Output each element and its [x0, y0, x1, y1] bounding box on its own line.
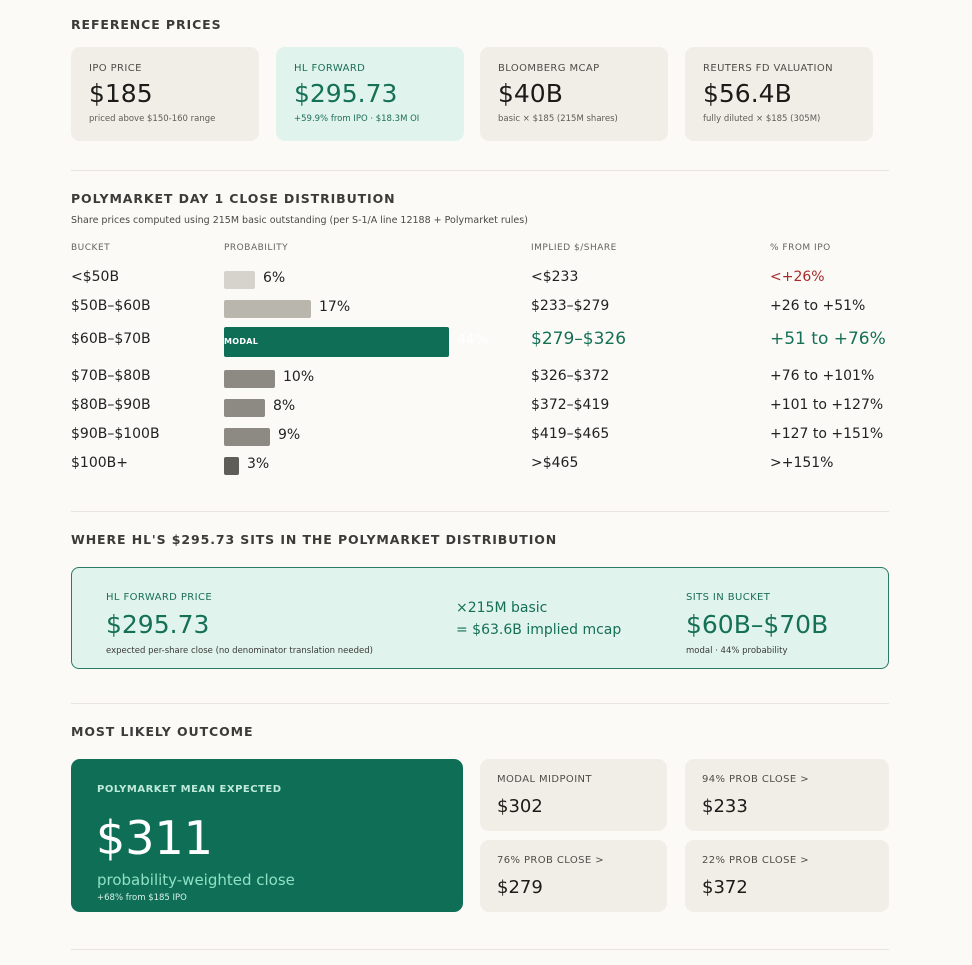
distribution-row: $80B–$90B 8% $372–$419 +101 to +127% [71, 397, 889, 419]
implied-price: <$233 [531, 269, 579, 285]
card-label: HL FORWARD [294, 63, 366, 74]
probability-label: 44% [457, 332, 489, 348]
card-value: $302 [497, 796, 543, 817]
mean-expected-sub: +68% from $185 IPO [97, 893, 187, 903]
divider [71, 703, 889, 704]
hl-forward-price-sub: expected per-share close (no denominator… [106, 646, 373, 656]
column-header-from-ipo: % FROM IPO [770, 243, 831, 253]
distribution-subtitle: Share prices computed using 215M basic o… [71, 215, 528, 226]
card-sub: basic × $185 (215M shares) [498, 114, 618, 124]
prob-22-card: 22% PROB CLOSE > $372 [685, 840, 889, 912]
column-header-implied: IMPLIED $/SHARE [531, 243, 617, 253]
implied-mcap: = $63.6B implied mcap [456, 622, 622, 638]
mean-expected-card: POLYMARKET MEAN EXPECTED $311 probabilit… [71, 759, 463, 912]
hl-forward-price-value: $295.73 [106, 610, 210, 639]
probability-label: 6% [263, 270, 286, 286]
bucket-label: $70B–$80B [71, 368, 151, 384]
bucket-label: $50B–$60B [71, 298, 151, 314]
column-header-bucket: BUCKET [71, 243, 111, 253]
bucket-label: $80B–$90B [71, 397, 151, 413]
distribution-row: $90B–$100B 9% $419–$465 +127 to +151% [71, 426, 889, 448]
from-ipo: >+151% [770, 455, 834, 471]
modal-tag: MODAL [224, 337, 259, 346]
reuters-fd-card: REUTERS FD VALUATION $56.4B fully dilute… [685, 47, 873, 141]
divider [71, 511, 889, 512]
card-label: IPO PRICE [89, 63, 142, 74]
ipo-price-card: IPO PRICE $185 priced above $150-160 ran… [71, 47, 259, 141]
reference-prices-title: REFERENCE PRICES [71, 17, 222, 32]
from-ipo: +26 to +51% [770, 298, 866, 314]
probability-label: 3% [247, 456, 270, 472]
bucket-label: $100B+ [71, 455, 128, 471]
hl-forward-price-label: HL FORWARD PRICE [106, 592, 213, 603]
from-ipo: +101 to +127% [770, 397, 884, 413]
implied-price: $419–$465 [531, 426, 610, 442]
card-value: $279 [497, 877, 543, 898]
from-ipo: +127 to +151% [770, 426, 884, 442]
implied-price: $326–$372 [531, 368, 610, 384]
card-value: $185 [89, 79, 153, 108]
from-ipo: +76 to +101% [770, 368, 875, 384]
from-ipo: +51 to +76% [770, 329, 886, 349]
probability-label: 17% [319, 299, 351, 315]
prob-76-card: 76% PROB CLOSE > $279 [480, 840, 667, 912]
card-sub: fully diluted × $185 (305M) [703, 114, 821, 124]
distribution-row: <$50B 6% <$233 <+26% [71, 269, 889, 291]
card-value: $372 [702, 877, 748, 898]
probability-bar [224, 428, 270, 446]
probability-label: 8% [273, 398, 296, 414]
probability-label: 10% [283, 369, 315, 385]
card-label: 22% PROB CLOSE > [702, 855, 809, 866]
probability-bar [224, 271, 255, 289]
implied-price: $233–$279 [531, 298, 610, 314]
card-label: MODAL MIDPOINT [497, 774, 592, 785]
bucket-label: $60B–$70B [71, 331, 151, 347]
hl-forward-card: HL FORWARD $295.73 +59.9% from IPO · $18… [276, 47, 464, 141]
distribution-row: $100B+ 3% >$465 >+151% [71, 455, 889, 477]
prob-94-card: 94% PROB CLOSE > $233 [685, 759, 889, 831]
bucket-label: $90B–$100B [71, 426, 160, 442]
implied-price: $279–$326 [531, 329, 627, 349]
probability-label: 9% [278, 427, 301, 443]
card-label: REUTERS FD VALUATION [703, 63, 834, 74]
card-value: $56.4B [703, 79, 792, 108]
mean-expected-value: $311 [96, 811, 214, 865]
card-sub: +59.9% from IPO · $18.3M OI [294, 114, 420, 124]
card-value: $40B [498, 79, 563, 108]
bloomberg-mcap-card: BLOOMBERG MCAP $40B basic × $185 (215M s… [480, 47, 668, 141]
probability-bar [224, 370, 275, 388]
sits-in-bucket-label: SITS IN BUCKET [686, 592, 771, 603]
card-label: 94% PROB CLOSE > [702, 774, 809, 785]
mean-expected-label: POLYMARKET MEAN EXPECTED [97, 784, 282, 795]
card-label: BLOOMBERG MCAP [498, 63, 600, 74]
divider [71, 949, 889, 950]
column-header-probability: PROBABILITY [224, 243, 289, 253]
card-value: $233 [702, 796, 748, 817]
card-label: 76% PROB CLOSE > [497, 855, 604, 866]
implied-price: >$465 [531, 455, 579, 471]
from-ipo: <+26% [770, 269, 825, 285]
position-title: WHERE HL'S $295.73 SITS IN THE POLYMARKE… [71, 532, 558, 547]
distribution-row-modal: $60B–$70B MODAL 44% $279–$326 +51 to +76… [71, 327, 889, 357]
distribution-title: POLYMARKET DAY 1 CLOSE DISTRIBUTION [71, 191, 396, 206]
shares-basic: ×215M basic [456, 600, 548, 616]
card-value: $295.73 [294, 79, 398, 108]
outcome-title: MOST LIKELY OUTCOME [71, 724, 254, 739]
distribution-row: $70B–$80B 10% $326–$372 +76 to +101% [71, 368, 889, 390]
card-sub: priced above $150-160 range [89, 114, 216, 124]
modal-midpoint-card: MODAL MIDPOINT $302 [480, 759, 667, 831]
implied-price: $372–$419 [531, 397, 610, 413]
sits-in-bucket-sub: modal · 44% probability [686, 646, 788, 656]
probability-bar: MODAL [224, 327, 449, 357]
mean-expected-desc: probability-weighted close [97, 871, 295, 889]
probability-bar [224, 399, 265, 417]
hl-position-box: HL FORWARD PRICE $295.73 expected per-sh… [71, 567, 889, 669]
sits-in-bucket-value: $60B–$70B [686, 610, 829, 639]
probability-bar [224, 300, 311, 318]
distribution-row: $50B–$60B 17% $233–$279 +26 to +51% [71, 298, 889, 320]
probability-bar [224, 457, 239, 475]
divider [71, 170, 889, 171]
bucket-label: <$50B [71, 269, 120, 285]
